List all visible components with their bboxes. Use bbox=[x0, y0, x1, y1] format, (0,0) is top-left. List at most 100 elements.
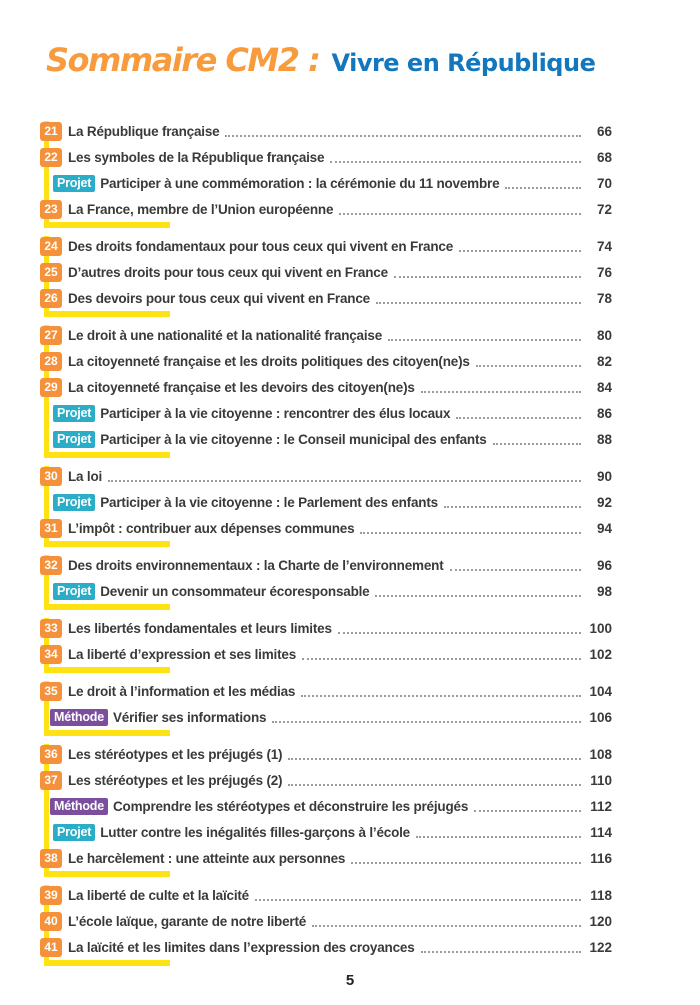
toc-entry-page: 86 bbox=[596, 405, 612, 421]
yellow-bracket-vertical bbox=[44, 466, 49, 544]
dotted-leader bbox=[225, 135, 581, 137]
yellow-bracket-vertical bbox=[44, 555, 49, 607]
toc-entry-title: Participer à une commémoration : la céré… bbox=[100, 175, 500, 191]
dotted-leader bbox=[420, 391, 581, 393]
toc-entry-page: 72 bbox=[596, 201, 612, 217]
toc-group: 21 La République française 66 22 Les sym… bbox=[40, 118, 612, 228]
toc-entry-title: Les libertés fondamentales et leurs limi… bbox=[68, 620, 332, 636]
toc-entry-page: 92 bbox=[596, 494, 612, 510]
toc-entry-page: 120 bbox=[589, 913, 612, 929]
toc-entry-title: Le droit à l’information et les médias bbox=[68, 683, 296, 699]
dotted-leader bbox=[416, 836, 581, 838]
toc-entry-page: 118 bbox=[590, 887, 612, 903]
dotted-leader bbox=[339, 213, 581, 215]
lesson-number-badge: 29 bbox=[40, 377, 62, 397]
lesson-number-badge: 21 bbox=[40, 121, 62, 141]
projet-badge: Projet bbox=[53, 174, 96, 192]
lesson-number-badge: 25 bbox=[40, 262, 62, 282]
toc-group-rows: 33 Les libertés fondamentales et leurs l… bbox=[40, 615, 612, 667]
page-title-sub: Vivre en République bbox=[331, 49, 596, 77]
toc-row: 35 Le droit à l’information et les média… bbox=[40, 678, 612, 704]
toc-entry-page: 70 bbox=[596, 175, 612, 191]
dotted-leader bbox=[443, 506, 581, 508]
toc-entry-title: La citoyenneté française et les droits p… bbox=[68, 353, 470, 369]
lesson-number-badge: 26 bbox=[40, 288, 62, 308]
dotted-leader bbox=[505, 187, 581, 189]
toc-row: 31 L’impôt : contribuer aux dépenses com… bbox=[40, 515, 612, 541]
yellow-bracket-underline bbox=[44, 960, 170, 966]
toc-row: 24 Des droits fondamentaux pour tous ceu… bbox=[40, 233, 612, 259]
toc-entry-title: Des droits fondamentaux pour tous ceux q… bbox=[68, 238, 454, 254]
projet-badge: Projet bbox=[53, 404, 96, 422]
dotted-leader bbox=[288, 784, 581, 786]
toc-entry-page: 110 bbox=[590, 772, 612, 788]
dotted-leader bbox=[272, 721, 581, 723]
toc-entry-page: 88 bbox=[596, 431, 612, 447]
lesson-number-badge: 38 bbox=[40, 848, 62, 868]
toc-entry-title: Devenir un consommateur écoresponsable bbox=[100, 583, 370, 599]
toc-group-rows: 39 La liberté de culte et la laïcité 118… bbox=[40, 882, 612, 960]
toc-entry-page: 100 bbox=[589, 620, 612, 636]
toc-row: Projet Participer à la vie citoyenne : l… bbox=[40, 489, 612, 515]
toc-group-rows: 36 Les stéréotypes et les préjugés (1) 1… bbox=[40, 741, 612, 871]
toc-entry-page: 84 bbox=[596, 379, 612, 395]
lesson-number-badge: 39 bbox=[40, 885, 62, 905]
toc-entry-title: L’école laïque, garante de notre liberté bbox=[68, 913, 307, 929]
dotted-leader bbox=[492, 443, 581, 445]
toc-row: Méthode Vérifier ses informations 106 bbox=[40, 704, 612, 730]
toc-entry-page: 82 bbox=[596, 353, 612, 369]
yellow-bracket-underline bbox=[44, 730, 170, 736]
toc-entry-page: 66 bbox=[596, 123, 612, 139]
toc-entry-title: Les symboles de la République française bbox=[68, 149, 325, 165]
toc-entry-page: 76 bbox=[596, 264, 612, 280]
dotted-leader bbox=[254, 899, 581, 901]
dotted-leader bbox=[474, 810, 581, 812]
lesson-number-badge: 31 bbox=[40, 518, 62, 538]
dotted-leader bbox=[302, 658, 581, 660]
dotted-leader bbox=[301, 695, 581, 697]
lesson-number-badge: 35 bbox=[40, 681, 62, 701]
toc-group-rows: 32 Des droits environnementaux : la Char… bbox=[40, 552, 612, 604]
dotted-leader bbox=[475, 365, 581, 367]
dotted-leader bbox=[459, 250, 581, 252]
toc-row: Projet Participer à une commémoration : … bbox=[40, 170, 612, 196]
dotted-leader bbox=[375, 302, 581, 304]
toc-group: 35 Le droit à l’information et les média… bbox=[40, 678, 612, 736]
toc: 21 La République française 66 22 Les sym… bbox=[0, 118, 700, 966]
toc-row: 27 Le droit à une nationalité et la nati… bbox=[40, 322, 612, 348]
toc-entry-title: Les stéréotypes et les préjugés (1) bbox=[68, 746, 283, 762]
toc-row: 21 La République française 66 bbox=[40, 118, 612, 144]
dotted-leader bbox=[108, 480, 581, 482]
toc-entry-title: D’autres droits pour tous ceux qui viven… bbox=[68, 264, 388, 280]
lesson-number-badge: 30 bbox=[40, 466, 62, 486]
toc-row: 25 D’autres droits pour tous ceux qui vi… bbox=[40, 259, 612, 285]
toc-row: 40 L’école laïque, garante de notre libe… bbox=[40, 908, 612, 934]
yellow-bracket-vertical bbox=[44, 618, 49, 670]
toc-entry-page: 90 bbox=[596, 468, 612, 484]
toc-entry-title: Participer à la vie citoyenne : le Conse… bbox=[100, 431, 487, 447]
toc-row: 29 La citoyenneté française et les devoi… bbox=[40, 374, 612, 400]
dotted-leader bbox=[388, 339, 581, 341]
projet-badge: Projet bbox=[53, 582, 96, 600]
toc-entry-page: 98 bbox=[596, 583, 612, 599]
toc-entry-title: Le harcèlement : une atteinte aux person… bbox=[68, 850, 346, 866]
toc-entry-title: Lutter contre les inégalités filles-garç… bbox=[100, 824, 410, 840]
toc-entry-title: La République française bbox=[68, 123, 220, 139]
lesson-number-badge: 32 bbox=[40, 555, 62, 575]
toc-entry-page: 96 bbox=[596, 557, 612, 573]
toc-row: 36 Les stéréotypes et les préjugés (1) 1… bbox=[40, 741, 612, 767]
toc-entry-title: Participer à la vie citoyenne : rencontr… bbox=[100, 405, 451, 421]
toc-row: 23 La France, membre de l’Union européen… bbox=[40, 196, 612, 222]
lesson-number-badge: 40 bbox=[40, 911, 62, 931]
toc-entry-page: 122 bbox=[589, 939, 612, 955]
dotted-leader bbox=[330, 161, 581, 163]
toc-entry-page: 78 bbox=[596, 290, 612, 306]
toc-row: Projet Lutter contre les inégalités fill… bbox=[40, 819, 612, 845]
dotted-leader bbox=[456, 417, 581, 419]
toc-entry-title: Des droits environnementaux : la Charte … bbox=[68, 557, 444, 573]
lesson-number-badge: 36 bbox=[40, 744, 62, 764]
toc-group-rows: 24 Des droits fondamentaux pour tous ceu… bbox=[40, 233, 612, 311]
dotted-leader bbox=[449, 569, 581, 571]
toc-row: 37 Les stéréotypes et les préjugés (2) 1… bbox=[40, 767, 612, 793]
